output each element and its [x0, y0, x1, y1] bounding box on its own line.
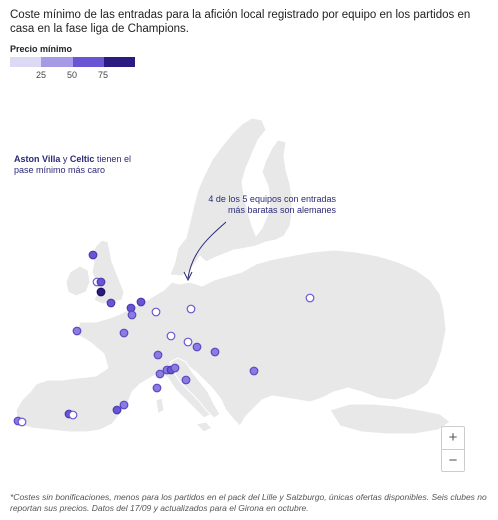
team-marker[interactable]	[152, 383, 162, 393]
team-marker[interactable]	[136, 297, 146, 307]
great-britain	[91, 239, 125, 305]
germany-annotation-line1: 4 de los 5 equipos con entradas	[208, 194, 336, 204]
team-marker[interactable]	[72, 326, 82, 336]
annotation-team-aston-villa: Aston Villa	[14, 154, 61, 164]
team-marker[interactable]	[127, 310, 137, 320]
team-marker[interactable]	[126, 303, 136, 313]
germany-annotation-line2: más baratas son alemanes	[227, 205, 336, 215]
legend-color-scale	[10, 57, 135, 67]
legend-swatch-2	[41, 57, 73, 67]
ireland	[65, 265, 91, 297]
germany-annotation-arrowhead	[183, 271, 193, 282]
team-marker[interactable]	[249, 366, 259, 376]
zoom-in-button[interactable]: +	[448, 429, 458, 446]
team-marker[interactable]	[155, 369, 165, 379]
annotation-conjunction: y	[62, 154, 68, 164]
annotation-text-rest: tienen el	[96, 154, 131, 164]
team-marker[interactable]	[151, 307, 161, 317]
legend-swatch-4	[103, 57, 135, 67]
team-marker[interactable]	[119, 400, 129, 410]
legend-tick-25: 25	[35, 70, 47, 80]
team-marker[interactable]	[119, 328, 129, 338]
italy	[169, 357, 221, 419]
team-marker[interactable]	[186, 304, 196, 314]
team-marker[interactable]	[106, 298, 116, 308]
mainland-europe	[15, 249, 447, 433]
legend-swatch-3	[72, 57, 104, 67]
legend-tick-50: 50	[66, 70, 78, 80]
zoom-control: + −	[441, 426, 465, 472]
turkey	[329, 403, 451, 435]
team-marker[interactable]	[17, 417, 27, 427]
team-marker[interactable]	[192, 342, 202, 352]
legend-tick-75: 75	[97, 70, 109, 80]
land-shapes	[15, 117, 451, 435]
legend-swatch-1	[10, 57, 42, 67]
team-marker[interactable]	[305, 293, 315, 303]
team-marker[interactable]	[112, 405, 122, 415]
sicily	[195, 421, 213, 433]
team-markers	[13, 250, 315, 427]
team-marker[interactable]	[153, 350, 163, 360]
team-marker[interactable]	[170, 363, 180, 373]
team-marker[interactable]	[96, 277, 106, 287]
team-marker[interactable]	[68, 410, 78, 420]
annotation-text-line2: pase mínimo más caro	[14, 165, 106, 175]
team-marker[interactable]	[88, 250, 98, 260]
germany-annotation-arrow	[187, 221, 227, 279]
team-marker[interactable]	[210, 347, 220, 357]
map-title: Coste mínimo de las entradas para la afi…	[10, 9, 471, 35]
team-marker[interactable]	[183, 337, 193, 347]
germany-annotation: 4 de los 5 equipos con entradas más bara…	[196, 194, 336, 216]
team-marker[interactable]	[96, 287, 106, 297]
zoom-out-button[interactable]: −	[442, 449, 464, 472]
footnote: *Costes sin bonificaciones, menos para l…	[10, 492, 487, 513]
sardinia	[155, 397, 165, 415]
annotation-team-celtic: Celtic	[69, 154, 95, 164]
legend-title: Precio mínimo	[10, 44, 73, 54]
norway-sweden-finland	[169, 117, 293, 277]
team-marker[interactable]	[166, 331, 176, 341]
villa-celtic-annotation: Aston Villa y Celtic tienen el pase míni…	[14, 154, 144, 176]
europe-map[interactable]	[0, 80, 498, 485]
team-marker[interactable]	[181, 375, 191, 385]
